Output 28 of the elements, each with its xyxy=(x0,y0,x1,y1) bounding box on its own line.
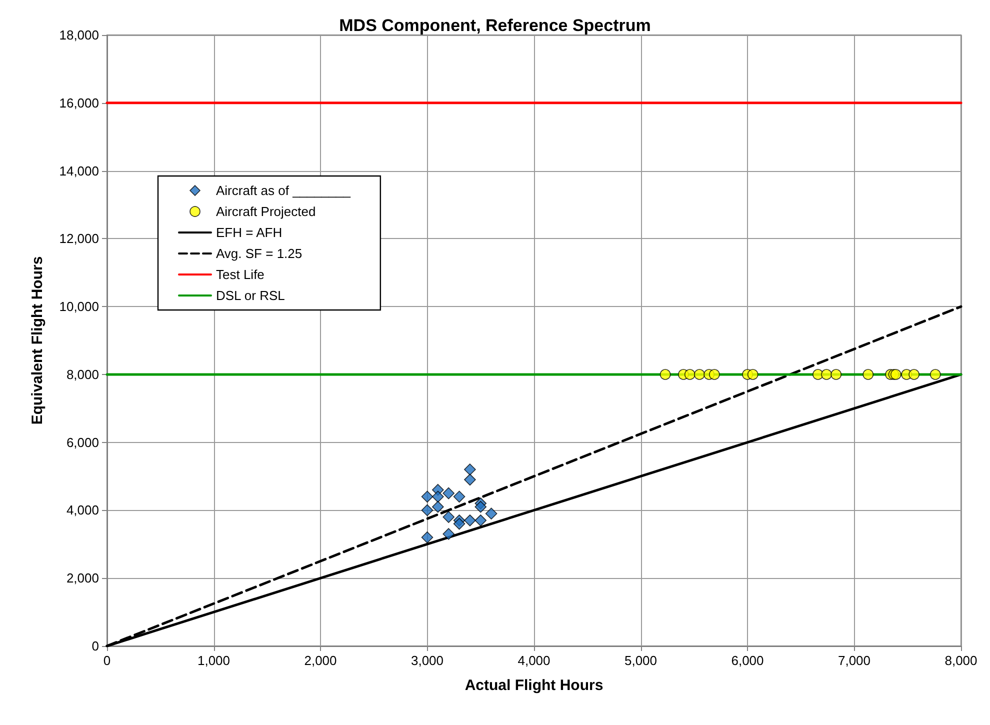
y-axis-title: Equivalent Flight Hours xyxy=(29,256,46,425)
x-tick-label: 7,000 xyxy=(838,653,871,668)
legend-label: Aircraft as of ________ xyxy=(216,183,352,198)
y-tick-label: 12,000 xyxy=(59,231,99,246)
y-tick-label: 6,000 xyxy=(66,434,99,450)
y-tick-label: 10,000 xyxy=(59,299,99,314)
legend-label: DSL or RSL xyxy=(216,288,285,303)
x-tick-label: 8,000 xyxy=(944,653,978,668)
x-tick-label: 6,000 xyxy=(731,653,764,668)
x-tick-label: 5,000 xyxy=(624,653,658,668)
y-tick-label: 0 xyxy=(92,638,99,654)
x-tick-label: 4,000 xyxy=(518,653,550,668)
legend-label: Avg. SF = 1.25 xyxy=(216,246,302,261)
x-tick-label: 0 xyxy=(103,653,111,668)
y-tick-label: 8,000 xyxy=(66,366,99,382)
y-tick-label: 14,000 xyxy=(59,163,99,178)
legend-label: Test Life xyxy=(216,267,264,282)
legend-label: Aircraft Projected xyxy=(216,204,316,219)
y-tick-label: 16,000 xyxy=(59,95,99,110)
x-tick-label: 2,000 xyxy=(304,653,337,668)
y-tick-label: 4,000 xyxy=(66,502,99,518)
y-tick-label: 18,000 xyxy=(59,28,99,42)
x-tick-label: 1,000 xyxy=(197,653,230,668)
y-tick-label: 2,000 xyxy=(66,570,99,586)
chart-title: MDS Component, Reference Spectrum xyxy=(339,16,651,35)
legend-label: EFH = AFH xyxy=(216,225,282,240)
x-tick-label: 3,000 xyxy=(410,653,444,668)
x-axis-title: Actual Flight Hours xyxy=(464,677,604,694)
